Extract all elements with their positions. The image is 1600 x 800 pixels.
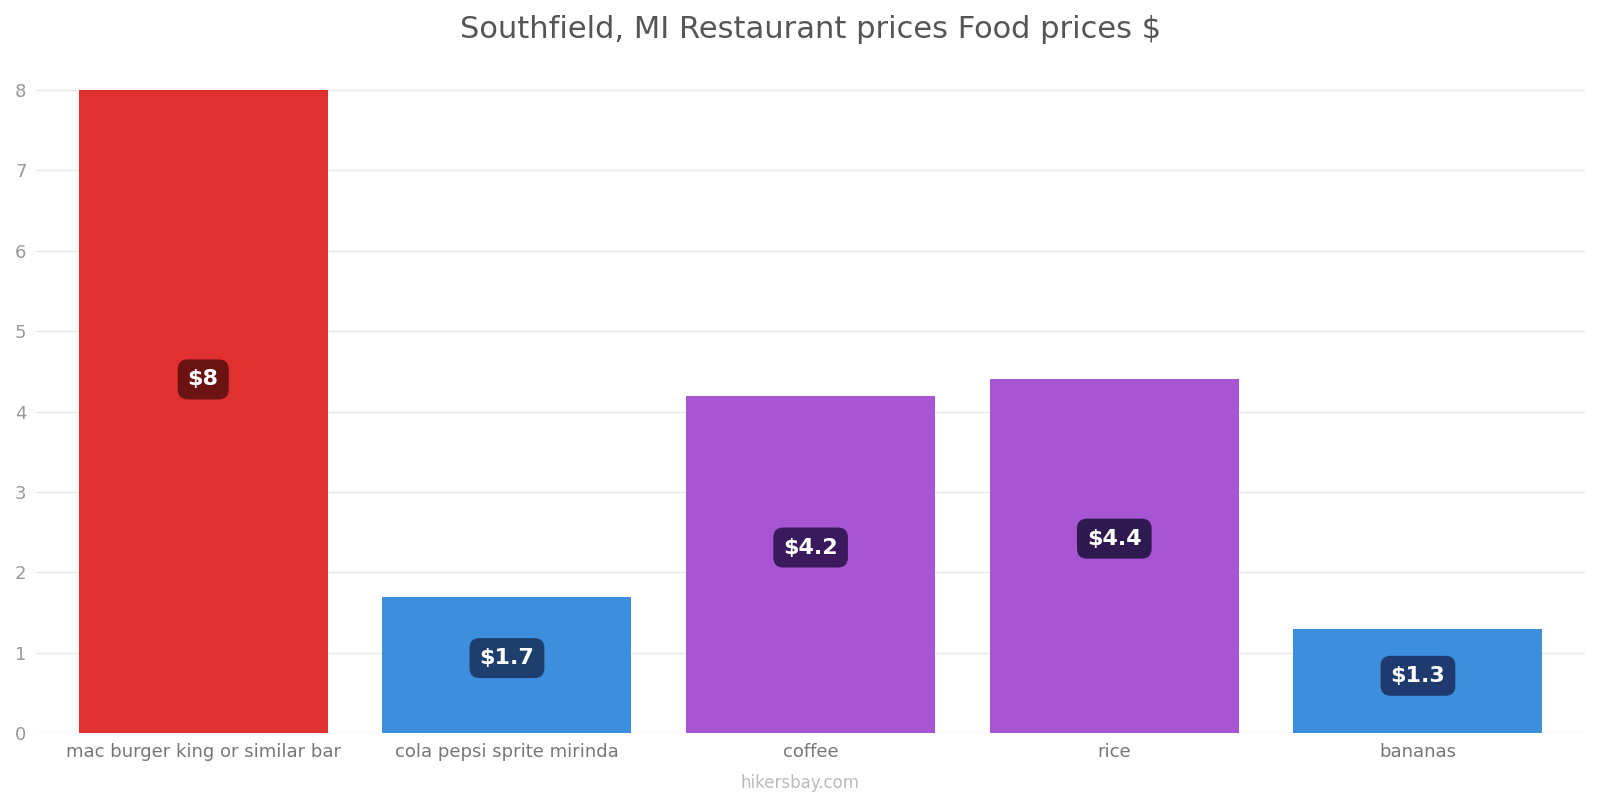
Bar — [990, 379, 1238, 734]
Text: $4.4: $4.4 — [1086, 529, 1142, 549]
Text: $4.2: $4.2 — [784, 538, 838, 558]
Bar — [686, 395, 934, 734]
Bar — [1293, 629, 1542, 734]
Text: hikersbay.com: hikersbay.com — [741, 774, 859, 792]
Title: Southfield, MI Restaurant prices Food prices $: Southfield, MI Restaurant prices Food pr… — [461, 15, 1162, 44]
Text: $1.7: $1.7 — [480, 648, 534, 668]
Text: $8: $8 — [187, 370, 219, 390]
Bar — [382, 597, 632, 734]
Bar — [78, 90, 328, 734]
Text: $1.3: $1.3 — [1390, 666, 1445, 686]
